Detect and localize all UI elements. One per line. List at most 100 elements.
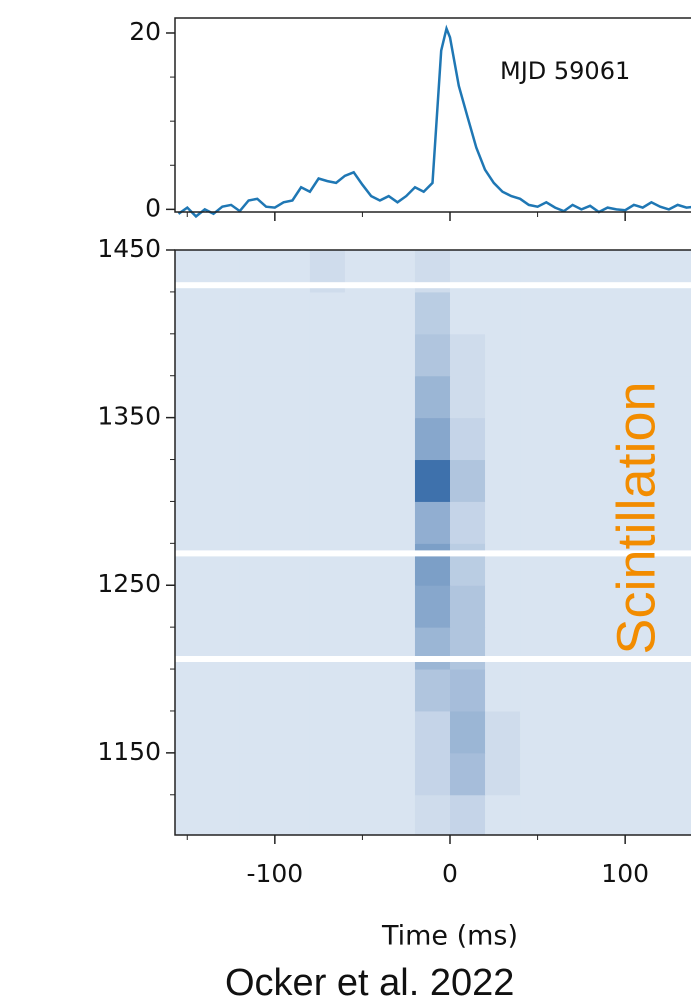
heatmap-cell	[555, 543, 591, 586]
heatmap-cell	[344, 710, 381, 754]
heatmap-cell	[379, 710, 416, 754]
heatmap-cell	[239, 543, 276, 586]
heatmap-cell	[204, 543, 241, 586]
heatmap-cell	[660, 752, 691, 796]
heatmap-cell	[309, 752, 346, 796]
heatmap-cell	[379, 459, 416, 502]
heatmap-cell	[625, 333, 661, 377]
heatmap-cell	[414, 669, 451, 712]
heatmap-cell	[555, 794, 591, 835]
heatmap-cell	[485, 794, 521, 835]
heatmap-cell	[239, 375, 276, 419]
heatmap-cell	[520, 543, 556, 586]
heatmap-cell	[175, 752, 206, 796]
heatmap-cell	[274, 752, 311, 796]
heatmap-cell	[309, 669, 346, 712]
heatmap-cell	[660, 585, 691, 628]
heatmap-cell	[175, 375, 206, 419]
heatmap-cell	[175, 669, 206, 712]
heatmap-cell	[175, 585, 206, 628]
heatmap-cell	[309, 585, 346, 628]
x-tick-label: 0	[442, 859, 458, 888]
heatmap-cell	[344, 333, 381, 377]
heatmap-cell	[450, 752, 486, 796]
heatmap-cell	[344, 627, 381, 670]
heatmap-cell	[660, 459, 691, 502]
heatmap-cell	[625, 669, 661, 712]
heatmap-cell	[660, 291, 691, 335]
heatmap-cell	[520, 291, 556, 335]
heatmap-cell	[590, 752, 626, 796]
heatmap-cell	[309, 627, 346, 670]
heatmap-cell	[204, 459, 241, 502]
heatmap-cell	[414, 794, 451, 835]
heatmap-cell	[344, 459, 381, 502]
heatmap-cell	[309, 291, 346, 335]
heatmap-cell	[485, 669, 521, 712]
heatmap-cell	[414, 710, 451, 754]
heatmap-cell	[555, 710, 591, 754]
heatmap-cell	[590, 375, 626, 419]
heatmap-cell	[309, 459, 346, 502]
heatmap-cell	[485, 543, 521, 586]
heatmap-cell	[625, 752, 661, 796]
heatmap-cell	[239, 291, 276, 335]
heatmap-cell	[660, 794, 691, 835]
heatmap-cell	[379, 627, 416, 670]
heatmap-cell	[590, 417, 626, 461]
y-tick-label: 1250	[97, 569, 161, 598]
heatmap-cell	[175, 710, 206, 754]
heatmap-cell	[309, 375, 346, 419]
heatmap-cell	[520, 585, 556, 628]
heatmap-cell	[625, 710, 661, 754]
heatmap-cell	[379, 585, 416, 628]
heatmap-cell	[274, 501, 311, 544]
heatmap-cell	[485, 627, 521, 670]
heatmap-cell	[344, 501, 381, 544]
heatmap-cell	[625, 501, 661, 544]
heatmap-cell	[414, 291, 451, 335]
heatmap-cell	[520, 669, 556, 712]
heatmap-cell	[450, 501, 486, 544]
y-tick-label: 1150	[97, 737, 161, 766]
heatmap-cell	[414, 375, 451, 419]
heatmap-cell	[555, 585, 591, 628]
heatmap-cell	[414, 501, 451, 544]
heatmap-cell	[414, 543, 451, 586]
heatmap-cell	[379, 417, 416, 461]
x-tick-label: 100	[601, 859, 649, 888]
heatmap-cell	[590, 459, 626, 502]
heatmap-cell	[414, 627, 451, 670]
heatmap-cell	[520, 710, 556, 754]
heatmap-cell	[485, 417, 521, 461]
annotation: MJD 59061	[500, 57, 630, 85]
heatmap-cell	[485, 333, 521, 377]
heatmap-cell	[520, 752, 556, 796]
heatmap-cell	[274, 710, 311, 754]
x-axis-label: Time (ms)	[381, 921, 518, 952]
heatmap-cell	[660, 333, 691, 377]
caption: Ocker et al. 2022	[225, 962, 514, 1004]
heatmap-cell	[309, 501, 346, 544]
heatmap-cell	[590, 501, 626, 544]
heatmap-cell	[239, 752, 276, 796]
heatmap-cell	[344, 585, 381, 628]
heatmap-cell	[204, 794, 241, 835]
heatmap-cell	[485, 585, 521, 628]
heatmap-cell	[555, 417, 591, 461]
heatmap-cell	[660, 501, 691, 544]
heatmap-cell	[239, 501, 276, 544]
heatmap-cell	[239, 585, 276, 628]
y-tick-label: 20	[129, 17, 161, 46]
heatmap-cell	[274, 291, 311, 335]
heatmap-cell	[379, 794, 416, 835]
y-tick-label: 1450	[97, 234, 161, 263]
heatmap-cell	[204, 333, 241, 377]
heatmap-cell	[175, 627, 206, 670]
heatmap-cell	[520, 333, 556, 377]
heatmap-cell	[175, 794, 206, 835]
heatmap-cell	[590, 794, 626, 835]
heatmap-cell	[204, 375, 241, 419]
heatmap-cell	[204, 627, 241, 670]
heatmap-cell	[555, 375, 591, 419]
